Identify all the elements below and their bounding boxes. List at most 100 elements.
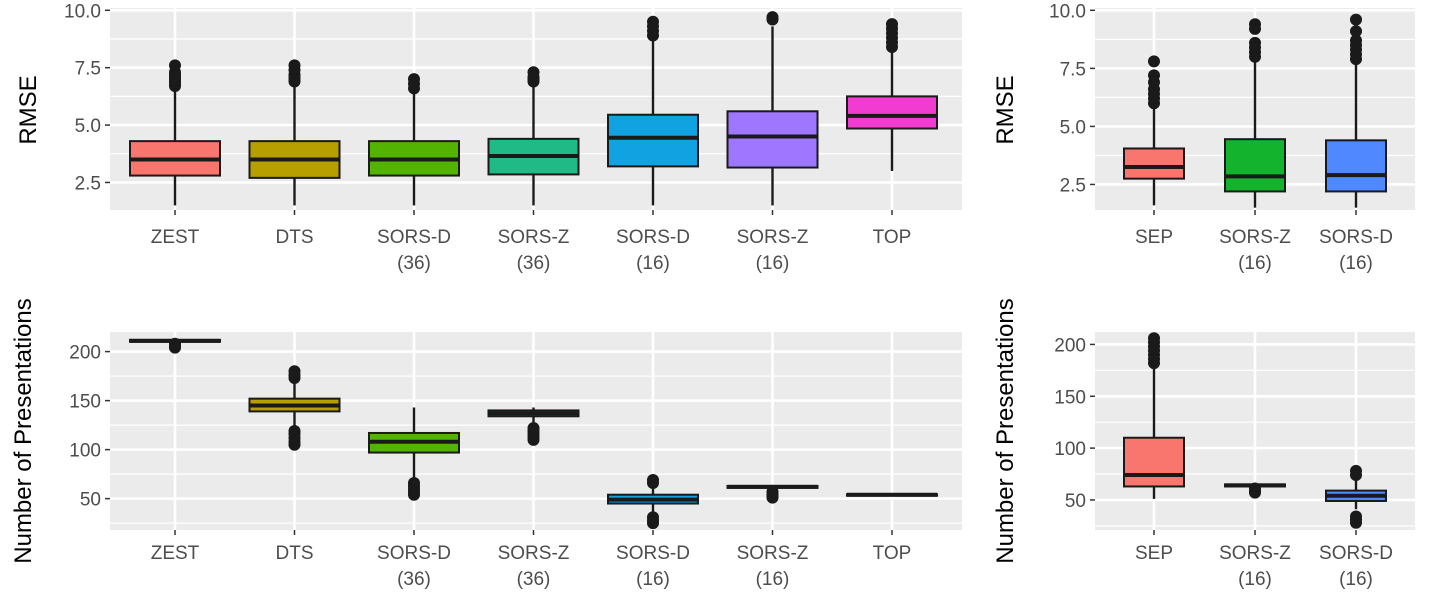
plot-background bbox=[110, 8, 962, 210]
outlier-point bbox=[1350, 464, 1362, 477]
x-tick-label: SORS-D bbox=[616, 227, 690, 248]
outlier-point bbox=[647, 15, 659, 28]
x-tick-label: ZEST bbox=[151, 227, 200, 248]
y-tick-label: 2.5 bbox=[1060, 175, 1086, 196]
box-6 bbox=[726, 484, 819, 504]
box-2 bbox=[248, 59, 341, 206]
box-5 bbox=[607, 474, 699, 530]
outlier-point bbox=[647, 511, 659, 524]
x-tick-label-line2: (16) bbox=[1339, 253, 1373, 274]
outlier-point bbox=[1350, 34, 1362, 47]
y-tick-label: 7.5 bbox=[75, 59, 101, 80]
outlier-point bbox=[169, 337, 181, 350]
y-tick-label: 5.0 bbox=[1060, 117, 1086, 138]
box-body bbox=[1123, 436, 1185, 488]
box-2 bbox=[248, 365, 341, 451]
outlier-point bbox=[288, 365, 301, 378]
box-5 bbox=[607, 15, 699, 206]
x-tick-label-line2: (16) bbox=[636, 253, 670, 274]
outlier-point bbox=[527, 66, 540, 79]
chart-panel-2: 2.5 5.0 7.5 10.0 RMSE SEP SORS-Z (16) SORS-D (16) bbox=[992, 1, 1415, 274]
y-tick-label: 100 bbox=[69, 441, 101, 462]
chart-panel-4: 50 100 150 200 Number of Presentations SEP SOR… bbox=[992, 298, 1415, 590]
y-tick-label: 200 bbox=[1054, 335, 1086, 356]
x-tick-label: SORS-Z bbox=[737, 227, 809, 248]
outlier-point bbox=[169, 59, 181, 72]
y-tick-label: 7.5 bbox=[1060, 59, 1086, 80]
y-axis-title: Number of Presentations bbox=[10, 298, 37, 563]
x-tick-label-line2: (36) bbox=[517, 253, 551, 274]
x-tick-label: SORS-D bbox=[1319, 543, 1393, 564]
outlier-point bbox=[886, 18, 898, 31]
box-4 bbox=[487, 407, 580, 446]
x-tick-label-line2: (16) bbox=[636, 569, 670, 590]
x-tick-label-line2: (16) bbox=[1339, 569, 1373, 590]
box-6 bbox=[726, 11, 819, 206]
x-tick-label: DTS bbox=[276, 543, 314, 564]
x-tick-label: TOP bbox=[873, 227, 912, 248]
box-3 bbox=[1325, 13, 1387, 208]
y-axis-title: RMSE bbox=[992, 75, 1019, 144]
box-body bbox=[1224, 138, 1286, 193]
chart-panel-3: 50 100 150 200 Number of Presentations ZEST DT… bbox=[10, 298, 962, 590]
y-axis-title: RMSE bbox=[15, 75, 42, 144]
x-tick-label: ZEST bbox=[151, 543, 200, 564]
box-1 bbox=[129, 337, 221, 354]
x-tick-label: SEP bbox=[1135, 227, 1173, 248]
box-2 bbox=[1224, 482, 1286, 499]
outlier-point bbox=[1148, 332, 1160, 345]
box-2 bbox=[1224, 18, 1286, 208]
y-tick-label: 150 bbox=[1054, 387, 1086, 408]
y-tick-label: 10.0 bbox=[64, 1, 101, 22]
x-tick-label-line2: (16) bbox=[1238, 253, 1272, 274]
x-tick-label: TOP bbox=[873, 543, 912, 564]
y-tick-label: 50 bbox=[1065, 491, 1086, 512]
x-tick-label: SEP bbox=[1135, 543, 1173, 564]
y-tick-label: 100 bbox=[1054, 439, 1086, 460]
box-3 bbox=[368, 407, 460, 501]
box-1 bbox=[129, 59, 221, 206]
y-axis-title: Number of Presentations bbox=[992, 298, 1019, 563]
x-tick-label: SORS-Z bbox=[1219, 543, 1291, 564]
x-tick-label: SORS-Z bbox=[1219, 227, 1291, 248]
y-tick-label: 50 bbox=[80, 490, 101, 511]
outlier-point bbox=[766, 485, 779, 498]
box-7 bbox=[846, 492, 938, 497]
y-tick-label: 200 bbox=[69, 343, 101, 364]
outlier-point bbox=[1249, 36, 1261, 49]
box-body bbox=[726, 110, 819, 169]
x-tick-label: SORS-Z bbox=[737, 543, 809, 564]
y-tick-label: 5.0 bbox=[75, 116, 101, 137]
outlier-point bbox=[1350, 25, 1362, 38]
outlier-point bbox=[647, 474, 659, 487]
box-4 bbox=[487, 66, 580, 206]
y-tick-label: 10.0 bbox=[1049, 1, 1086, 22]
x-tick-label: SORS-D bbox=[377, 227, 451, 248]
box-3 bbox=[368, 73, 460, 206]
outlier-point bbox=[1249, 18, 1261, 31]
x-tick-label-line2: (16) bbox=[1238, 569, 1272, 590]
outlier-point bbox=[527, 422, 540, 435]
box-3 bbox=[1325, 464, 1387, 529]
y-tick-label: 2.5 bbox=[75, 173, 101, 194]
x-tick-label-line2: (36) bbox=[517, 569, 551, 590]
chart-panel-1: 2.5 5.0 7.5 10.0 RMSE ZEST DTS SORS-D (36) SORS-Z… bbox=[15, 1, 962, 274]
x-tick-label-line2: (36) bbox=[397, 253, 431, 274]
y-tick-label: 150 bbox=[69, 392, 101, 413]
outlier-point bbox=[1350, 13, 1362, 26]
outlier-point bbox=[408, 73, 420, 86]
box-body bbox=[1123, 147, 1185, 180]
x-tick-label: SORS-D bbox=[616, 543, 690, 564]
outlier-point bbox=[408, 476, 420, 489]
box-body bbox=[1325, 139, 1387, 193]
outlier-point bbox=[766, 11, 779, 24]
x-tick-label-line2: (16) bbox=[756, 569, 790, 590]
outlier-point bbox=[288, 59, 301, 72]
x-tick-label: DTS bbox=[276, 227, 314, 248]
x-tick-label: SORS-Z bbox=[498, 543, 570, 564]
outlier-point bbox=[1148, 55, 1160, 68]
outlier-point bbox=[1148, 69, 1160, 82]
x-tick-label-line2: (16) bbox=[756, 253, 790, 274]
box-1 bbox=[1123, 55, 1185, 206]
